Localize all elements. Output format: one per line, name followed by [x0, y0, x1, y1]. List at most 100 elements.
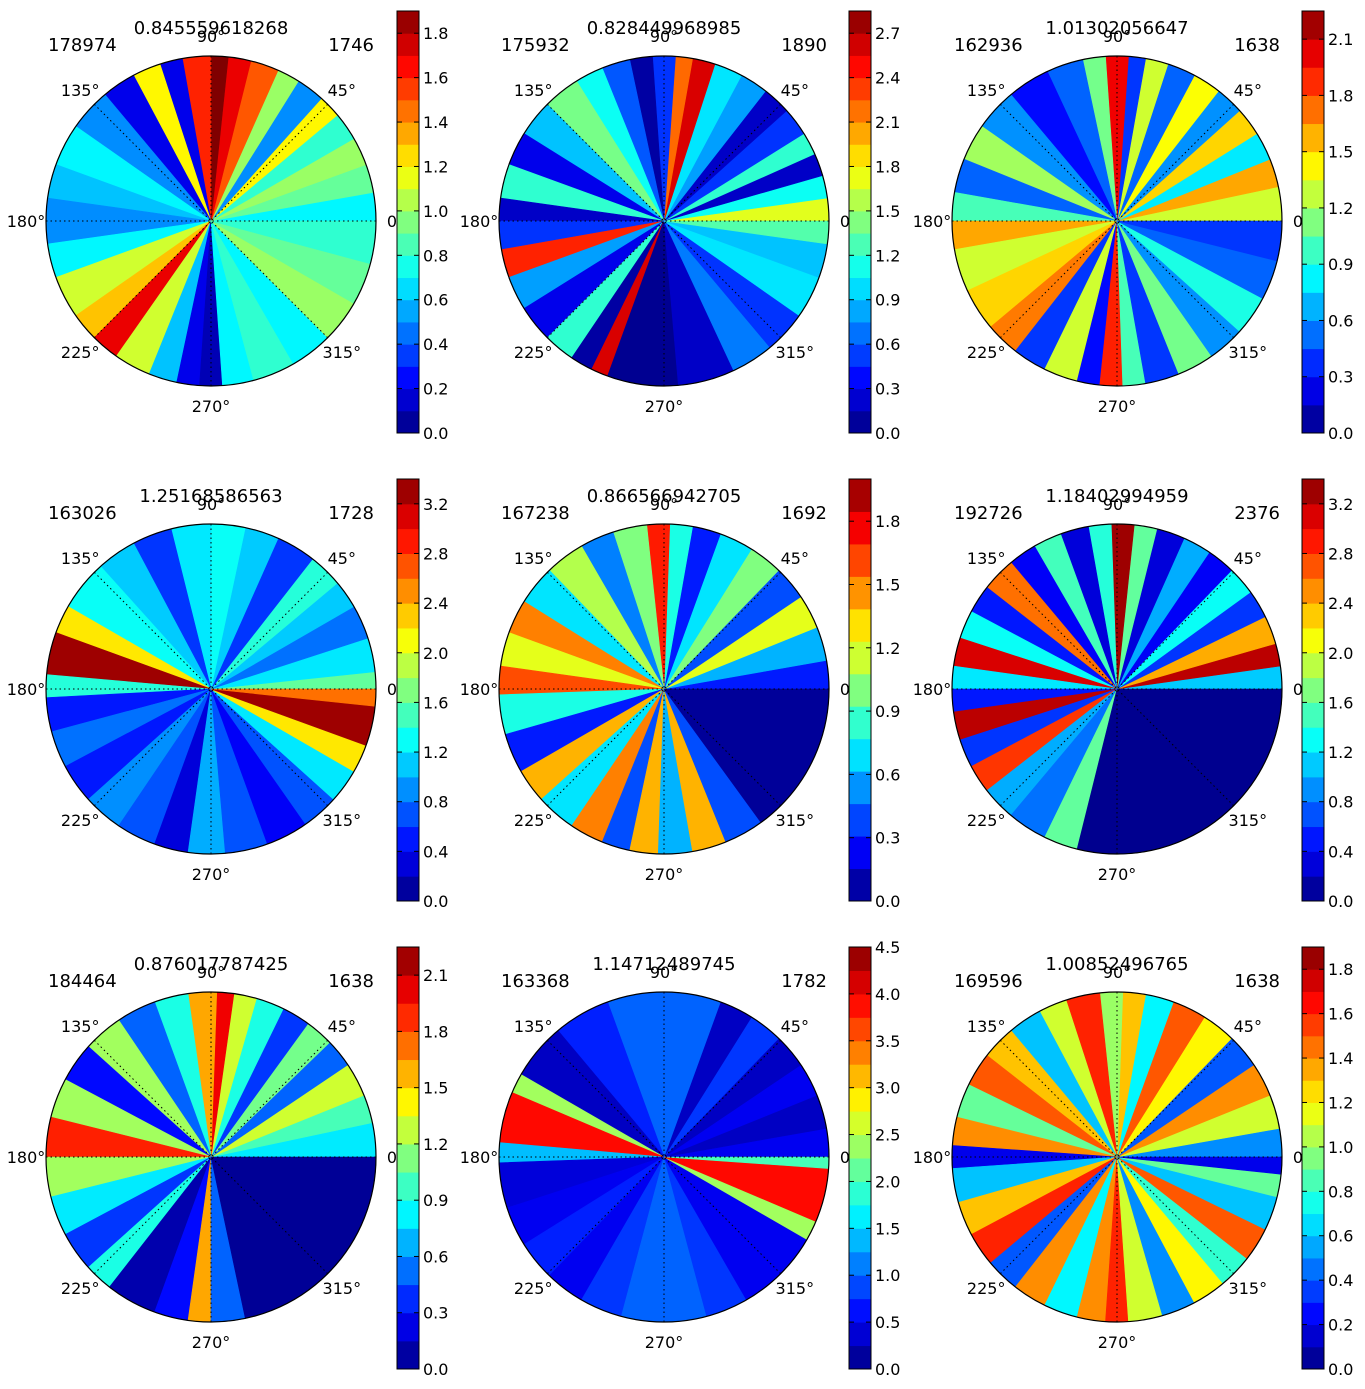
- colorbar-band: [397, 188, 419, 212]
- colorbar-tick-label: 0.6: [423, 1247, 448, 1266]
- colorbar-band: [1302, 11, 1324, 40]
- panel-title: 1.01302056647: [1045, 18, 1188, 39]
- colorbar-band: [397, 528, 419, 554]
- left-count-label: 192726: [954, 503, 1023, 524]
- gridline: [546, 1039, 782, 1275]
- colorbar-band: [397, 801, 419, 828]
- angle-label: 270°: [192, 865, 231, 884]
- colorbar: 0.0 0.5 1.0 1.5 2.0 2.5 3.0 3.5 4.0 4.5: [848, 938, 900, 1379]
- colorbar-band: [397, 479, 419, 505]
- colorbar-band: [1302, 95, 1324, 125]
- angle-label: 270°: [645, 865, 684, 884]
- angle-label: 90°: [1103, 27, 1131, 46]
- panel-title: 1.18402994959: [1045, 486, 1188, 507]
- colorbar-band: [397, 1284, 419, 1314]
- colorbar-band: [849, 1228, 871, 1253]
- angle-label: 135°: [514, 549, 553, 568]
- angle-label: 45°: [781, 549, 809, 568]
- colorbar-band: [1302, 677, 1324, 703]
- colorbar-band: [1302, 776, 1324, 803]
- colorbar-band: [1302, 553, 1324, 579]
- colorbar-tick-label: 1.5: [875, 202, 900, 221]
- angle-label: 135°: [514, 81, 553, 100]
- colorbar-band: [397, 752, 419, 778]
- angle-label: 180°: [7, 680, 46, 699]
- polar-panel-2: 0°45°90°135°180°225°270°315°0.8284499689…: [460, 10, 900, 443]
- angle-label: 45°: [328, 81, 356, 100]
- polar-frame: [45, 55, 377, 387]
- colorbar-band: [849, 1111, 871, 1136]
- angle-label: 90°: [650, 963, 678, 982]
- colorbar-band: [849, 99, 871, 123]
- colorbar-tick-label: 2.1: [875, 113, 900, 132]
- polar-frame: [45, 991, 377, 1323]
- colorbar-band: [849, 255, 871, 279]
- colorbar-tick-label: 0.0: [875, 1360, 900, 1379]
- colorbar-band: [397, 1003, 419, 1032]
- colorbar-tick-label: 1.6: [1328, 1005, 1353, 1024]
- right-count-label: 1782: [781, 971, 827, 992]
- colorbar-band: [1302, 1346, 1324, 1370]
- colorbar-band: [849, 947, 871, 971]
- angle-label: 90°: [650, 27, 678, 46]
- gridline: [93, 571, 329, 807]
- angle-label: 315°: [323, 811, 362, 830]
- panel-title: 0.876017787425: [134, 954, 289, 975]
- colorbar-tick-label: 3.2: [1328, 495, 1353, 514]
- colorbar-band: [849, 388, 871, 412]
- left-count-label: 178974: [48, 35, 117, 56]
- polar-frame: [951, 55, 1283, 387]
- colorbar-tick-label: 1.2: [1328, 743, 1353, 762]
- colorbar-band: [1302, 67, 1324, 96]
- colorbar-band: [849, 33, 871, 56]
- colorbar-band: [397, 677, 419, 703]
- polar-panel-7: 0°45°90°135°180°225°270°315°0.8760177874…: [7, 946, 448, 1379]
- colorbar-band: [1302, 1302, 1324, 1326]
- colorbar-band: [849, 511, 871, 545]
- colorbar: 0.0 0.4 0.8 1.2 1.6 2.0 2.4 2.8 3.2: [396, 478, 448, 911]
- colorbar-frame: [396, 946, 420, 1370]
- colorbar-band: [1302, 1102, 1324, 1126]
- colorbar-band: [397, 1228, 419, 1257]
- colorbar: 0.0 0.2 0.4 0.6 0.8 1.0 1.2 1.4 1.6 1.8: [1301, 946, 1353, 1379]
- angle-label: 225°: [61, 811, 100, 830]
- colorbar-band: [849, 1322, 871, 1347]
- angle-label: 90°: [1103, 963, 1131, 982]
- colorbar-band: [1302, 123, 1324, 153]
- colorbar-band: [849, 608, 871, 642]
- colorbar-tick-label: 0.6: [875, 335, 900, 354]
- right-count-label: 1728: [328, 503, 374, 524]
- angle-label: 270°: [645, 1333, 684, 1352]
- colorbar-tick-label: 0.9: [875, 291, 900, 310]
- colorbar-band: [849, 1345, 871, 1370]
- colorbar-band: [849, 641, 871, 675]
- angle-label: 135°: [967, 81, 1006, 100]
- colorbar-tick-label: 2.1: [1328, 30, 1353, 49]
- colorbar-tick-label: 0.6: [875, 765, 900, 784]
- angle-label: 135°: [967, 549, 1006, 568]
- angle-label: 315°: [776, 343, 815, 362]
- polar-frame: [498, 991, 830, 1323]
- colorbar-tick-label: 1.4: [423, 113, 448, 132]
- gridline: [546, 103, 782, 339]
- colorbar-band: [1302, 876, 1324, 902]
- colorbar-band: [849, 344, 871, 367]
- colorbar-tick-label: 4.0: [875, 985, 900, 1004]
- angle-label: 45°: [1234, 81, 1262, 100]
- colorbar-band: [397, 410, 419, 434]
- colorbar: 0.0 0.3 0.6 0.9 1.2 1.5 1.8: [848, 478, 900, 911]
- colorbar-band: [849, 122, 871, 145]
- colorbar-band: [849, 188, 871, 212]
- colorbar-band: [397, 553, 419, 579]
- colorbar-band: [1302, 1191, 1324, 1215]
- colorbar-tick-label: 1.6: [423, 69, 448, 88]
- colorbar-band: [397, 1340, 419, 1370]
- colorbar-band: [849, 410, 871, 434]
- polar-panel-8: 0°45°90°135°180°225°270°315°1.1471248974…: [460, 938, 901, 1379]
- colorbar-tick-label: 3.5: [875, 1032, 900, 1051]
- colorbar-band: [1302, 179, 1324, 209]
- colorbar-tick-label: 2.8: [423, 544, 448, 563]
- colorbar-band: [397, 166, 419, 190]
- gridline: [546, 1039, 782, 1275]
